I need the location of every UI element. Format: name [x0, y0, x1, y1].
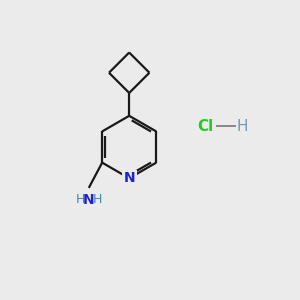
Text: H: H	[76, 193, 85, 206]
Text: N: N	[83, 193, 94, 207]
Text: H: H	[92, 193, 102, 206]
Text: Cl: Cl	[198, 119, 214, 134]
Text: H: H	[236, 119, 248, 134]
Text: N: N	[123, 171, 135, 185]
